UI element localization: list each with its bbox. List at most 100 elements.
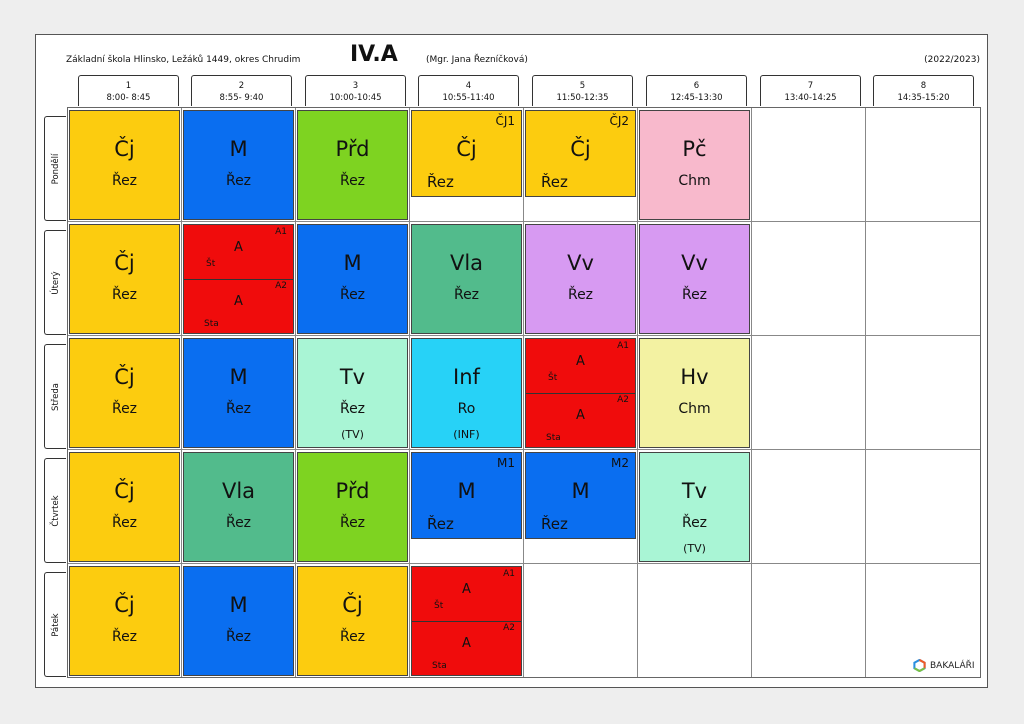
- lesson-wednesday-6: Hv Chm: [639, 338, 750, 448]
- teacher-label: Řez: [339, 629, 366, 645]
- lesson-tuesday-4: Vla Řez: [411, 224, 522, 334]
- group-label: A2: [275, 281, 287, 291]
- period-number: 8: [920, 81, 927, 91]
- day-label-friday: Pátek: [44, 572, 66, 677]
- group-half: A2 A Sta: [412, 621, 521, 675]
- lesson-thursday-2: Vla Řez: [183, 452, 294, 562]
- teacher-label: Řez: [111, 515, 138, 531]
- period-header-6: 6 12:45-13:30: [646, 75, 747, 106]
- subject-label: M: [343, 251, 362, 275]
- teacher-label: Řez: [339, 173, 366, 189]
- period-number: 1: [125, 81, 132, 91]
- lesson-monday-2: M Řez: [183, 110, 294, 220]
- lesson-friday-4: A1 A Št A2 A Sta: [411, 566, 522, 676]
- class-teacher: (Mgr. Jana Řezníčková): [426, 55, 528, 65]
- subject-label: Tv: [339, 365, 366, 389]
- group-divider: [412, 621, 521, 622]
- day-name: Pátek: [50, 612, 61, 637]
- teacher-label: Ro: [457, 401, 476, 417]
- lesson-friday-1: Čj Řez: [69, 566, 180, 676]
- day-label-monday: Pondělí: [44, 116, 66, 221]
- subject-label: Čj: [570, 137, 591, 161]
- room-label: (INF): [453, 428, 480, 441]
- teacher-label: Chm: [678, 173, 711, 189]
- subject-label: M: [229, 593, 248, 617]
- lesson-monday-6: Pč Chm: [639, 110, 750, 220]
- day-label-thursday: Čtvrtek: [44, 458, 66, 563]
- teacher-label: Řez: [111, 173, 138, 189]
- group-half: A1 A Št: [412, 567, 521, 621]
- teacher-label: Chm: [678, 401, 711, 417]
- period-time: 8:55- 9:40: [219, 93, 264, 103]
- timetable-grid: [67, 107, 981, 678]
- period-time: 13:40-14:25: [784, 93, 837, 103]
- teacher-label: Řez: [339, 515, 366, 531]
- day-name: Čtvrtek: [50, 494, 61, 527]
- day-name: Pondělí: [50, 153, 61, 184]
- teacher-label: Řez: [453, 287, 480, 303]
- lesson-tuesday-6: Vv Řez: [639, 224, 750, 334]
- lesson-wednesday-2: M Řez: [183, 338, 294, 448]
- lesson-thursday-1: Čj Řez: [69, 452, 180, 562]
- period-number: 2: [238, 81, 245, 91]
- subject-label: Vv: [681, 251, 708, 275]
- group-label: A1: [275, 227, 287, 237]
- subject-label: M: [229, 137, 248, 161]
- subject-label: A: [576, 408, 585, 423]
- school-name: Základní škola Hlinsko, Ležáků 1449, okr…: [66, 55, 301, 65]
- subject-label: Inf: [453, 365, 480, 389]
- teacher-label: Št: [206, 259, 216, 269]
- period-time: 11:50-12:35: [556, 93, 609, 103]
- group-label: A1: [503, 569, 515, 579]
- period-time: 12:45-13:30: [670, 93, 723, 103]
- period-number: 3: [352, 81, 359, 91]
- subject-label: Čj: [114, 365, 135, 389]
- day-label-tuesday: Úterý: [44, 230, 66, 335]
- teacher-label: Řez: [427, 515, 454, 533]
- subject-label: Čj: [114, 137, 135, 161]
- subject-label: Vv: [567, 251, 594, 275]
- period-number: 7: [807, 81, 814, 91]
- period-header-7: 7 13:40-14:25: [760, 75, 861, 106]
- lesson-monday-3: Přd Řez: [297, 110, 408, 220]
- group-label: A1: [617, 341, 629, 351]
- period-header-3: 3 10:00-10:45: [305, 75, 406, 106]
- subject-label: A: [462, 636, 471, 651]
- lesson-thursday-3: Přd Řez: [297, 452, 408, 562]
- lesson-tuesday-3: M Řez: [297, 224, 408, 334]
- class-name: IV.A: [350, 42, 398, 67]
- lesson-tuesday-1: Čj Řez: [69, 224, 180, 334]
- group-label: ČJ1: [495, 114, 515, 128]
- teacher-label: Řez: [541, 515, 568, 533]
- period-header-4: 4 10:55-11:40: [418, 75, 519, 106]
- group-half: A2 A Sta: [526, 393, 635, 447]
- group-label: A2: [617, 395, 629, 405]
- period-time: 10:55-11:40: [442, 93, 495, 103]
- group-label: A2: [503, 623, 515, 633]
- period-time: 10:00-10:45: [329, 93, 382, 103]
- room-label: (TV): [683, 542, 706, 555]
- teacher-label: Řez: [427, 173, 454, 191]
- subject-label: A: [462, 582, 471, 597]
- group-label: M1: [497, 456, 515, 470]
- subject-label: M: [229, 365, 248, 389]
- lesson-thursday-4: M1 M Řez: [411, 452, 522, 539]
- teacher-label: Řez: [225, 401, 252, 417]
- subject-label: Vla: [449, 251, 484, 275]
- subject-label: Vla: [221, 479, 256, 503]
- subject-label: Tv: [681, 479, 708, 503]
- room-label: (TV): [341, 428, 364, 441]
- subject-label: A: [234, 240, 243, 255]
- school-year: (2022/2023): [924, 55, 980, 65]
- subject-label: Čj: [114, 479, 135, 503]
- lesson-wednesday-5: A1 A Št A2 A Sta: [525, 338, 636, 448]
- teacher-label: Řez: [681, 515, 708, 531]
- teacher-label: Št: [434, 601, 444, 611]
- period-header-1: 1 8:00- 8:45: [78, 75, 179, 106]
- lesson-wednesday-4: Inf Ro (INF): [411, 338, 522, 448]
- lesson-thursday-6: Tv Řez (TV): [639, 452, 750, 562]
- subject-label: Čj: [114, 593, 135, 617]
- teacher-label: Št: [548, 373, 558, 383]
- bakalari-logo: BAKALÁŘI: [913, 659, 975, 672]
